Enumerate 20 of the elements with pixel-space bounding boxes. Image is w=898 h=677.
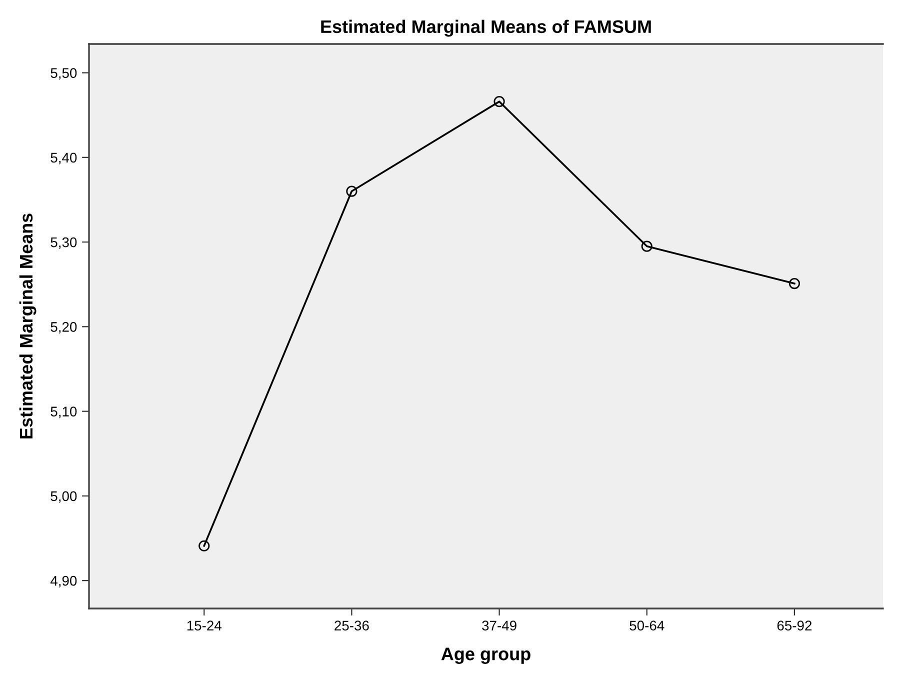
- point: [641, 240, 652, 252]
- point: [346, 186, 358, 197]
- y-tick-label: 4,90: [50, 576, 77, 588]
- x-tick-label: 50-64: [630, 620, 664, 631]
- point: [494, 96, 505, 108]
- x-tick-label: 65-92: [777, 620, 812, 631]
- y-tick-label: 5,40: [50, 152, 77, 164]
- x-tick-label: 15-24: [187, 620, 222, 631]
- x-tick-label: 37-49: [482, 620, 516, 631]
- point: [198, 540, 210, 552]
- y-tick-label: 5,20: [50, 322, 77, 334]
- x-tick-label: 25-36: [334, 620, 369, 631]
- chart-title: Estimated Marginal Means of FAMSUM: [321, 20, 651, 37]
- x-axis-title: Age group: [441, 648, 530, 664]
- point: [788, 278, 800, 290]
- y-tick-label: 5,00: [50, 491, 77, 503]
- y-tick-label: 5,10: [50, 406, 77, 418]
- y-tick-label: 5,50: [50, 68, 77, 80]
- y-tick-label: 5,30: [50, 237, 77, 249]
- y-axis-title: Estimated Marginal Means: [19, 214, 36, 438]
